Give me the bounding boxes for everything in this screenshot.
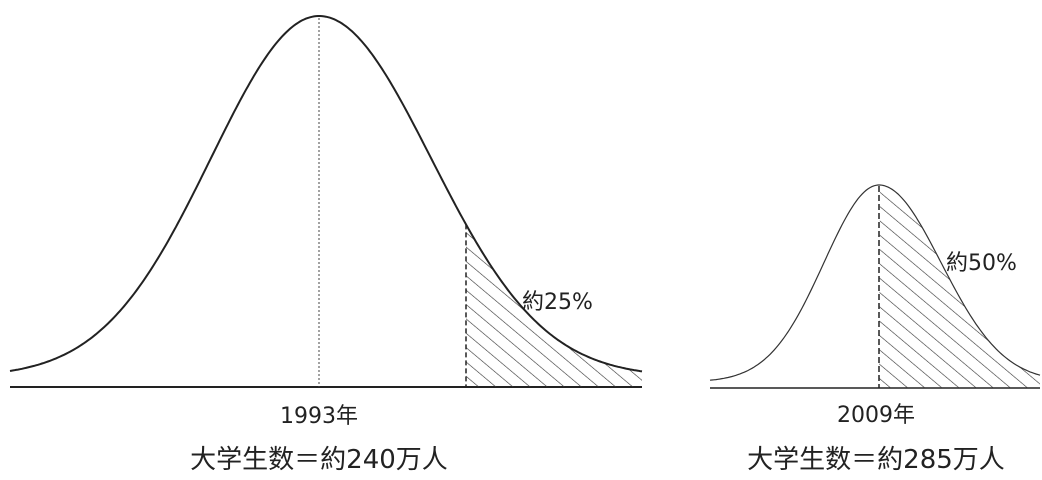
student-count-caption-1993: 大学生数＝約240万人	[190, 445, 448, 475]
year-label-2009: 2009年	[837, 403, 915, 428]
shaded-area-1993	[466, 224, 642, 387]
year-label-1993: 1993年	[280, 404, 358, 429]
student-count-caption-2009: 大学生数＝約285万人	[747, 445, 1005, 475]
bell-curve-2009	[709, 184, 1041, 381]
distribution-1993: 約25% 1993年 大学生数＝約240万人	[9, 15, 643, 475]
shaded-area-2009	[879, 185, 1040, 388]
distribution-2009: 約50% 2009年 大学生数＝約285万人	[709, 184, 1041, 475]
bell-curve-1993	[9, 15, 643, 373]
shaded-percent-label-1993: 約25%	[522, 290, 593, 315]
shaded-percent-label-2009: 約50%	[946, 251, 1017, 276]
